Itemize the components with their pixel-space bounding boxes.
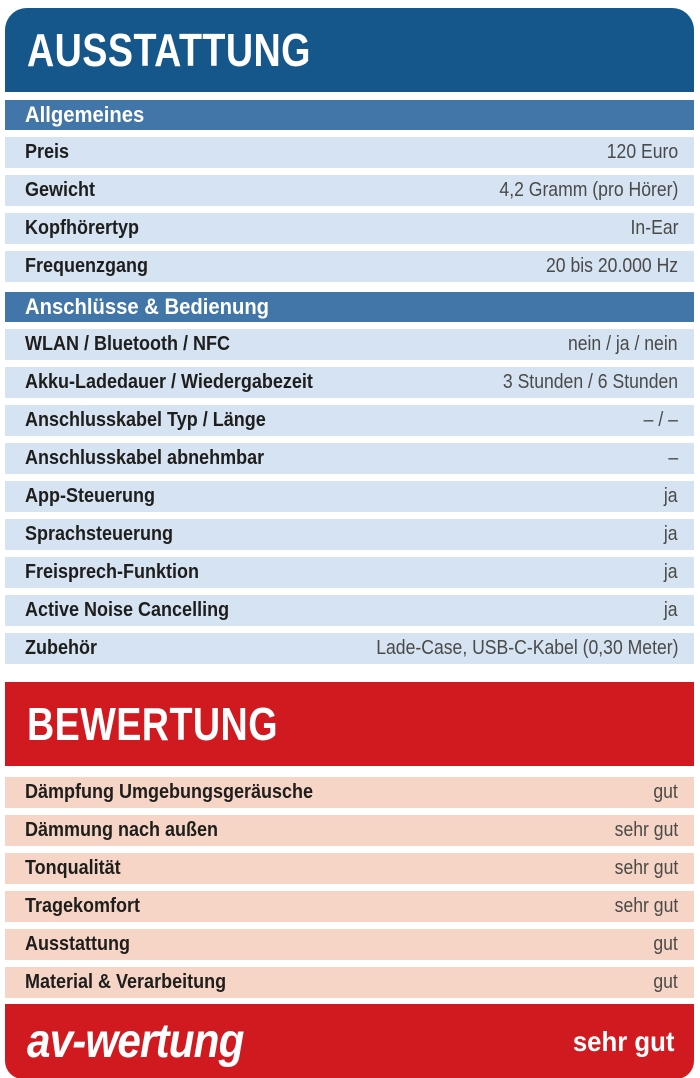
spec-row: Preis 120 Euro [5,137,694,168]
spec-row: Zubehör Lade-Case, USB-C-Kabel (0,30 Met… [5,633,694,664]
spec-label: Akku-Ladedauer / Wiedergabezeit [25,371,313,393]
spec-value: – [668,447,678,469]
av-wertung-footer: av-wertung sehr gut [5,1004,694,1078]
spec-row: Kopfhörertyp In-Ear [5,213,694,244]
spec-row: Akku-Ladedauer / Wiedergabezeit 3 Stunde… [5,367,694,398]
spec-value: ja [664,485,678,507]
rating-value: sehr gut [614,895,678,917]
bewertung-card: BEWERTUNG Dämpfung Umgebungsgeräusche gu… [5,682,694,1078]
ausstattung-card: AUSSTATTUNG Allgemeines Preis 120 Euro G… [5,8,694,664]
spec-label: Gewicht [25,179,96,201]
bewertung-title: BEWERTUNG [27,698,278,750]
spec-value: – / – [643,409,678,431]
section-band-anschluesse: Anschlüsse & Bedienung [5,292,694,322]
rating-label: Ausstattung [25,933,131,955]
spec-value: ja [664,561,678,583]
spec-label: Frequenzgang [25,255,149,277]
rating-row: Material & Verarbeitung gut [5,967,694,998]
section-heading: Allgemeines [25,102,145,127]
header-separator [5,92,694,96]
rating-value: gut [653,933,678,955]
rating-value: gut [653,971,678,993]
ausstattung-header: AUSSTATTUNG [5,8,694,92]
rating-row: Tragekomfort sehr gut [5,891,694,922]
spec-row: Gewicht 4,2 Gramm (pro Hörer) [5,175,694,206]
spec-value: In-Ear [630,217,678,239]
rating-value: sehr gut [614,819,678,841]
section-band-allgemeines: Allgemeines [5,100,694,130]
spec-value: 4,2 Gramm (pro Hörer) [499,179,678,201]
rating-row: Dämmung nach außen sehr gut [5,815,694,846]
spec-label: Zubehör [25,637,97,659]
rating-value: gut [653,781,678,803]
spec-label: WLAN / Bluetooth / NFC [25,333,230,355]
spec-row: Frequenzgang 20 bis 20.000 Hz [5,251,694,282]
spec-value: ja [664,523,678,545]
rating-row: Dämpfung Umgebungsgeräusche gut [5,777,694,808]
spec-label: Freisprech-Funktion [25,561,200,583]
bewertung-header: BEWERTUNG [5,682,694,766]
header-separator [5,766,694,770]
spec-row: Freisprech-Funktion ja [5,557,694,588]
spec-label: Kopfhörertyp [25,217,140,239]
spec-value: 3 Stunden / 6 Stunden [502,371,678,393]
spec-row: Anschlusskabel abnehmbar – [5,443,694,474]
spec-label: Sprachsteuerung [25,523,174,545]
spec-value: 120 Euro [606,141,678,163]
spec-label: Anschlusskabel abnehmbar [25,447,265,469]
rating-value: sehr gut [614,857,678,879]
ausstattung-title: AUSSTATTUNG [27,24,311,76]
spec-value: 20 bis 20.000 Hz [545,255,678,277]
spec-value: nein / ja / nein [568,333,678,355]
spec-row: App-Steuerung ja [5,481,694,512]
spec-row: Active Noise Cancelling ja [5,595,694,626]
spec-row: WLAN / Bluetooth / NFC nein / ja / nein [5,329,694,360]
spec-label: App-Steuerung [25,485,155,507]
spec-label: Active Noise Cancelling [25,599,230,621]
section-heading: Anschlüsse & Bedienung [25,294,270,319]
spec-label: Anschlusskabel Typ / Länge [25,409,266,431]
rating-row: Tonqualität sehr gut [5,853,694,884]
spec-label: Preis [25,141,70,163]
rating-label: Dämpfung Umgebungsgeräusche [25,781,314,803]
rating-row: Ausstattung gut [5,929,694,960]
rating-label: Dämmung nach außen [25,819,219,841]
av-wertung-logo: av-wertung [27,1015,244,1068]
rating-label: Tragekomfort [25,895,141,917]
spec-row: Anschlusskabel Typ / Länge – / – [5,405,694,436]
rating-label: Tonqualität [25,857,121,879]
spec-value: Lade-Case, USB-C-Kabel (0,30 Meter) [375,637,678,659]
overall-rating: sehr gut [572,1025,674,1057]
rating-label: Material & Verarbeitung [25,971,227,993]
spec-value: ja [664,599,678,621]
spec-row: Sprachsteuerung ja [5,519,694,550]
